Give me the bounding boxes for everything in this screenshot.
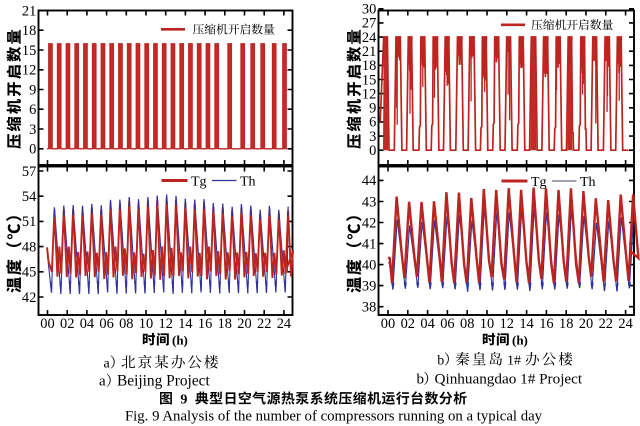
svg-text:48: 48 [22,239,36,255]
svg-text:24: 24 [362,30,376,46]
svg-text:42: 42 [362,215,376,231]
svg-text:10: 10 [480,316,494,332]
svg-text:1#: 1# [507,353,521,368]
svg-text:20: 20 [579,316,593,332]
svg-text:08: 08 [460,316,474,332]
svg-text:21: 21 [362,44,376,60]
svg-text:27: 27 [362,16,376,32]
svg-text:a: a [99,374,106,390]
svg-text:04: 04 [420,316,434,332]
svg-text:18: 18 [362,58,376,74]
svg-text:14: 14 [178,316,192,332]
svg-text:9: 9 [369,101,376,117]
svg-text:a: a [104,356,111,371]
svg-text:44: 44 [362,173,376,189]
svg-text:21: 21 [22,3,36,19]
svg-text:0: 0 [369,143,376,159]
svg-text:20: 20 [237,316,251,332]
svg-text:42: 42 [22,290,36,306]
svg-text:3: 3 [29,122,36,138]
svg-text:39: 39 [362,278,376,294]
svg-text:18: 18 [22,23,36,39]
svg-text:04: 04 [80,316,94,332]
svg-text:30: 30 [362,2,376,18]
svg-text:(h): (h) [172,332,188,347]
svg-text:b: b [437,353,444,368]
svg-text:Beijing Project: Beijing Project [117,373,210,390]
svg-text:18: 18 [559,316,573,332]
svg-text:15: 15 [22,43,36,59]
svg-text:12: 12 [500,316,514,332]
svg-text:12: 12 [159,316,173,332]
svg-text:22: 22 [257,316,271,332]
svg-text:6: 6 [29,102,36,118]
svg-text:Tg: Tg [531,175,547,190]
svg-text:40: 40 [362,257,376,273]
svg-text:Fig. 9 Analysis of the number: Fig. 9 Analysis of the number of compres… [125,409,543,425]
svg-text:Th: Th [580,175,596,190]
svg-text:Tg: Tg [191,174,207,189]
svg-text:02: 02 [401,316,415,332]
svg-text:12: 12 [362,86,376,102]
svg-text:24: 24 [618,316,632,332]
svg-text:9: 9 [29,82,36,98]
svg-text:06: 06 [99,316,113,332]
svg-text:57: 57 [22,164,36,180]
svg-text:16: 16 [539,316,553,332]
svg-text:06: 06 [440,316,454,332]
svg-text:Th: Th [240,174,256,189]
svg-text:51: 51 [22,214,36,230]
svg-text:38: 38 [362,300,376,316]
svg-text:00: 00 [40,316,54,332]
svg-text:41: 41 [362,236,376,252]
svg-text:24: 24 [277,316,291,332]
svg-text:15: 15 [362,72,376,88]
svg-text:10: 10 [139,316,153,332]
svg-text:43: 43 [362,194,376,210]
svg-text:00: 00 [381,316,395,332]
svg-text:08: 08 [119,316,133,332]
svg-text:0: 0 [29,142,36,158]
svg-text:14: 14 [519,316,533,332]
svg-text:9: 9 [180,392,187,407]
svg-text:45: 45 [22,265,36,281]
svg-text:3: 3 [369,129,376,145]
svg-text:16: 16 [198,316,212,332]
svg-text:18: 18 [218,316,232,332]
svg-text:b: b [417,372,425,388]
svg-text:22: 22 [599,316,613,332]
svg-text:Qinhuangdao 1# Project: Qinhuangdao 1# Project [435,371,583,388]
svg-text:12: 12 [22,63,36,79]
svg-text:6: 6 [369,115,376,131]
svg-text:(h): (h) [512,332,528,347]
svg-text:02: 02 [60,316,74,332]
svg-text:54: 54 [22,189,36,205]
